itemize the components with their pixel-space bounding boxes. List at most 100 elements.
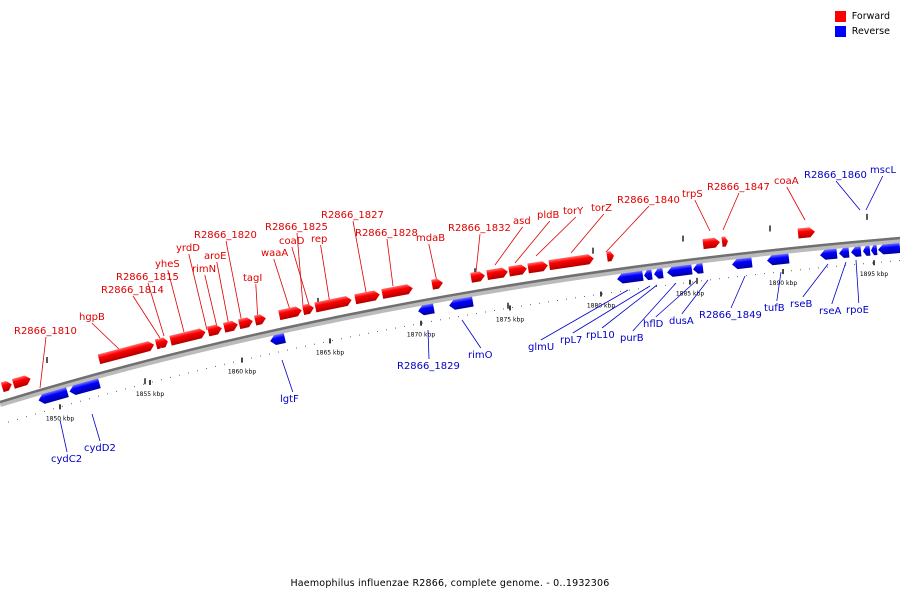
minor-tick	[584, 295, 585, 297]
minor-tick	[377, 331, 378, 333]
minor-tick	[548, 301, 549, 303]
label-leader-line	[694, 199, 711, 232]
minor-tick	[638, 288, 639, 290]
minor-tick	[35, 413, 36, 415]
forward-gene-label: R2866_1820	[194, 230, 257, 241]
reverse-gene-label: rpL10	[586, 330, 615, 341]
legend-reverse-label: Reverse	[851, 26, 890, 37]
forward-gene-label: asd	[513, 216, 531, 227]
forward-gene-label: R2866_1814	[101, 285, 164, 296]
minor-tick	[161, 379, 162, 381]
reverse-gene-arrow	[871, 244, 878, 256]
label-leader-line	[427, 329, 430, 360]
forward-gene-label: coaD	[279, 236, 305, 247]
minor-tick	[368, 332, 369, 334]
forward-gene-arrow	[527, 261, 548, 274]
reverse-gene-arrow	[644, 269, 653, 281]
reverse-gene-label: R2866_1829	[397, 361, 460, 372]
forward-gene-arrow	[470, 271, 485, 283]
legend: Forward Reverse	[834, 9, 890, 39]
scale-tick-label: 1850 kbp	[46, 415, 74, 422]
forward-gene-arrow	[508, 264, 527, 277]
minor-tick	[494, 309, 495, 311]
minor-tick	[287, 349, 288, 351]
scale-tick-label: 1865 kbp	[316, 349, 344, 356]
minor-tick	[251, 357, 252, 359]
scale-tick-label: 1880 kbp	[587, 303, 615, 310]
label-leader-line	[320, 244, 331, 305]
reverse-gene-label: rseB	[790, 299, 812, 310]
forward-gene-arrow	[797, 227, 815, 239]
minor-tick	[395, 327, 396, 329]
label-leader-line	[188, 253, 208, 331]
forward-gene-label: R2866_1847	[707, 182, 770, 193]
scale-tick-label: 1890 kbp	[769, 280, 797, 287]
reverse-gene-arrow	[767, 253, 790, 266]
minor-tick	[890, 260, 891, 262]
label-leader-line	[570, 213, 605, 254]
forward-gene-label: coaA	[774, 176, 799, 187]
reverse-gene-label: R2866_1849	[699, 310, 762, 321]
reverse-gene-label: dusA	[669, 316, 694, 327]
label-leader-line	[428, 243, 438, 283]
reverse-gene-label: glmU	[528, 342, 554, 353]
forward-gene-arrow	[302, 303, 314, 315]
minor-tick	[422, 322, 423, 324]
minor-tick	[80, 400, 81, 402]
minor-tick	[125, 388, 126, 390]
forward-gene-label: trpS	[682, 189, 703, 200]
minor-tick	[683, 282, 684, 284]
forward-gene-label: aroE	[204, 251, 226, 262]
label-leader-line	[59, 419, 68, 453]
reverse-gene-arrow	[878, 243, 900, 255]
minor-tick	[530, 304, 531, 306]
reverse-gene-label: tufB	[764, 303, 785, 314]
forward-gene-arrow	[548, 254, 594, 271]
minor-tick	[134, 386, 135, 388]
minor-tick	[242, 359, 243, 361]
minor-tick	[350, 336, 351, 338]
minor-tick	[53, 408, 54, 410]
reverse-gene-arrow	[732, 257, 753, 270]
forward-gene-label: yrdD	[176, 243, 200, 254]
forward-gene-label: yheS	[155, 259, 180, 270]
minor-tick	[458, 316, 459, 318]
label-leader-line	[281, 359, 294, 393]
backbone-shadow	[0, 237, 900, 407]
scale-tick-label: 1895 kbp	[860, 271, 888, 278]
minor-tick	[629, 289, 630, 291]
forward-gene-label: tagI	[243, 273, 262, 284]
label-leader-line	[722, 192, 740, 231]
minor-tick	[656, 286, 657, 288]
reverse-gene-arrow	[693, 263, 704, 274]
forward-gene-arrow	[314, 296, 352, 313]
reverse-gene-arrow	[820, 248, 838, 260]
label-leader-line	[147, 282, 165, 337]
forward-gene-arrow	[11, 375, 31, 389]
forward-gene-arrow	[721, 236, 728, 247]
forward-gene-label: R2866_1840	[617, 195, 680, 206]
forward-gene-arrow	[169, 328, 206, 346]
label-leader-line	[730, 275, 746, 309]
minor-tick	[449, 317, 450, 319]
reverse-gene-label: R2866_1860	[804, 170, 867, 181]
minor-tick	[503, 308, 504, 310]
minor-tick	[863, 263, 864, 265]
forward-gene-label: R2866_1827	[321, 210, 384, 221]
reverse-gene-arrow	[270, 333, 286, 346]
minor-tick	[782, 271, 783, 273]
forward-gene-arrow	[431, 278, 443, 290]
forward-gene-label: torZ	[591, 203, 612, 214]
minor-tick	[791, 270, 792, 272]
reverse-gene-label: rimO	[468, 350, 493, 361]
label-leader-line	[91, 322, 123, 353]
forward-gene-arrow	[97, 341, 155, 365]
minor-tick	[260, 355, 261, 357]
minor-tick	[476, 313, 477, 315]
forward-gene-arrow	[606, 251, 614, 262]
reverse-gene-label: rpL7	[560, 335, 582, 346]
label-leader-line	[461, 319, 482, 349]
label-leader-line	[225, 240, 243, 324]
minor-tick	[440, 319, 441, 321]
minor-tick	[116, 390, 117, 392]
